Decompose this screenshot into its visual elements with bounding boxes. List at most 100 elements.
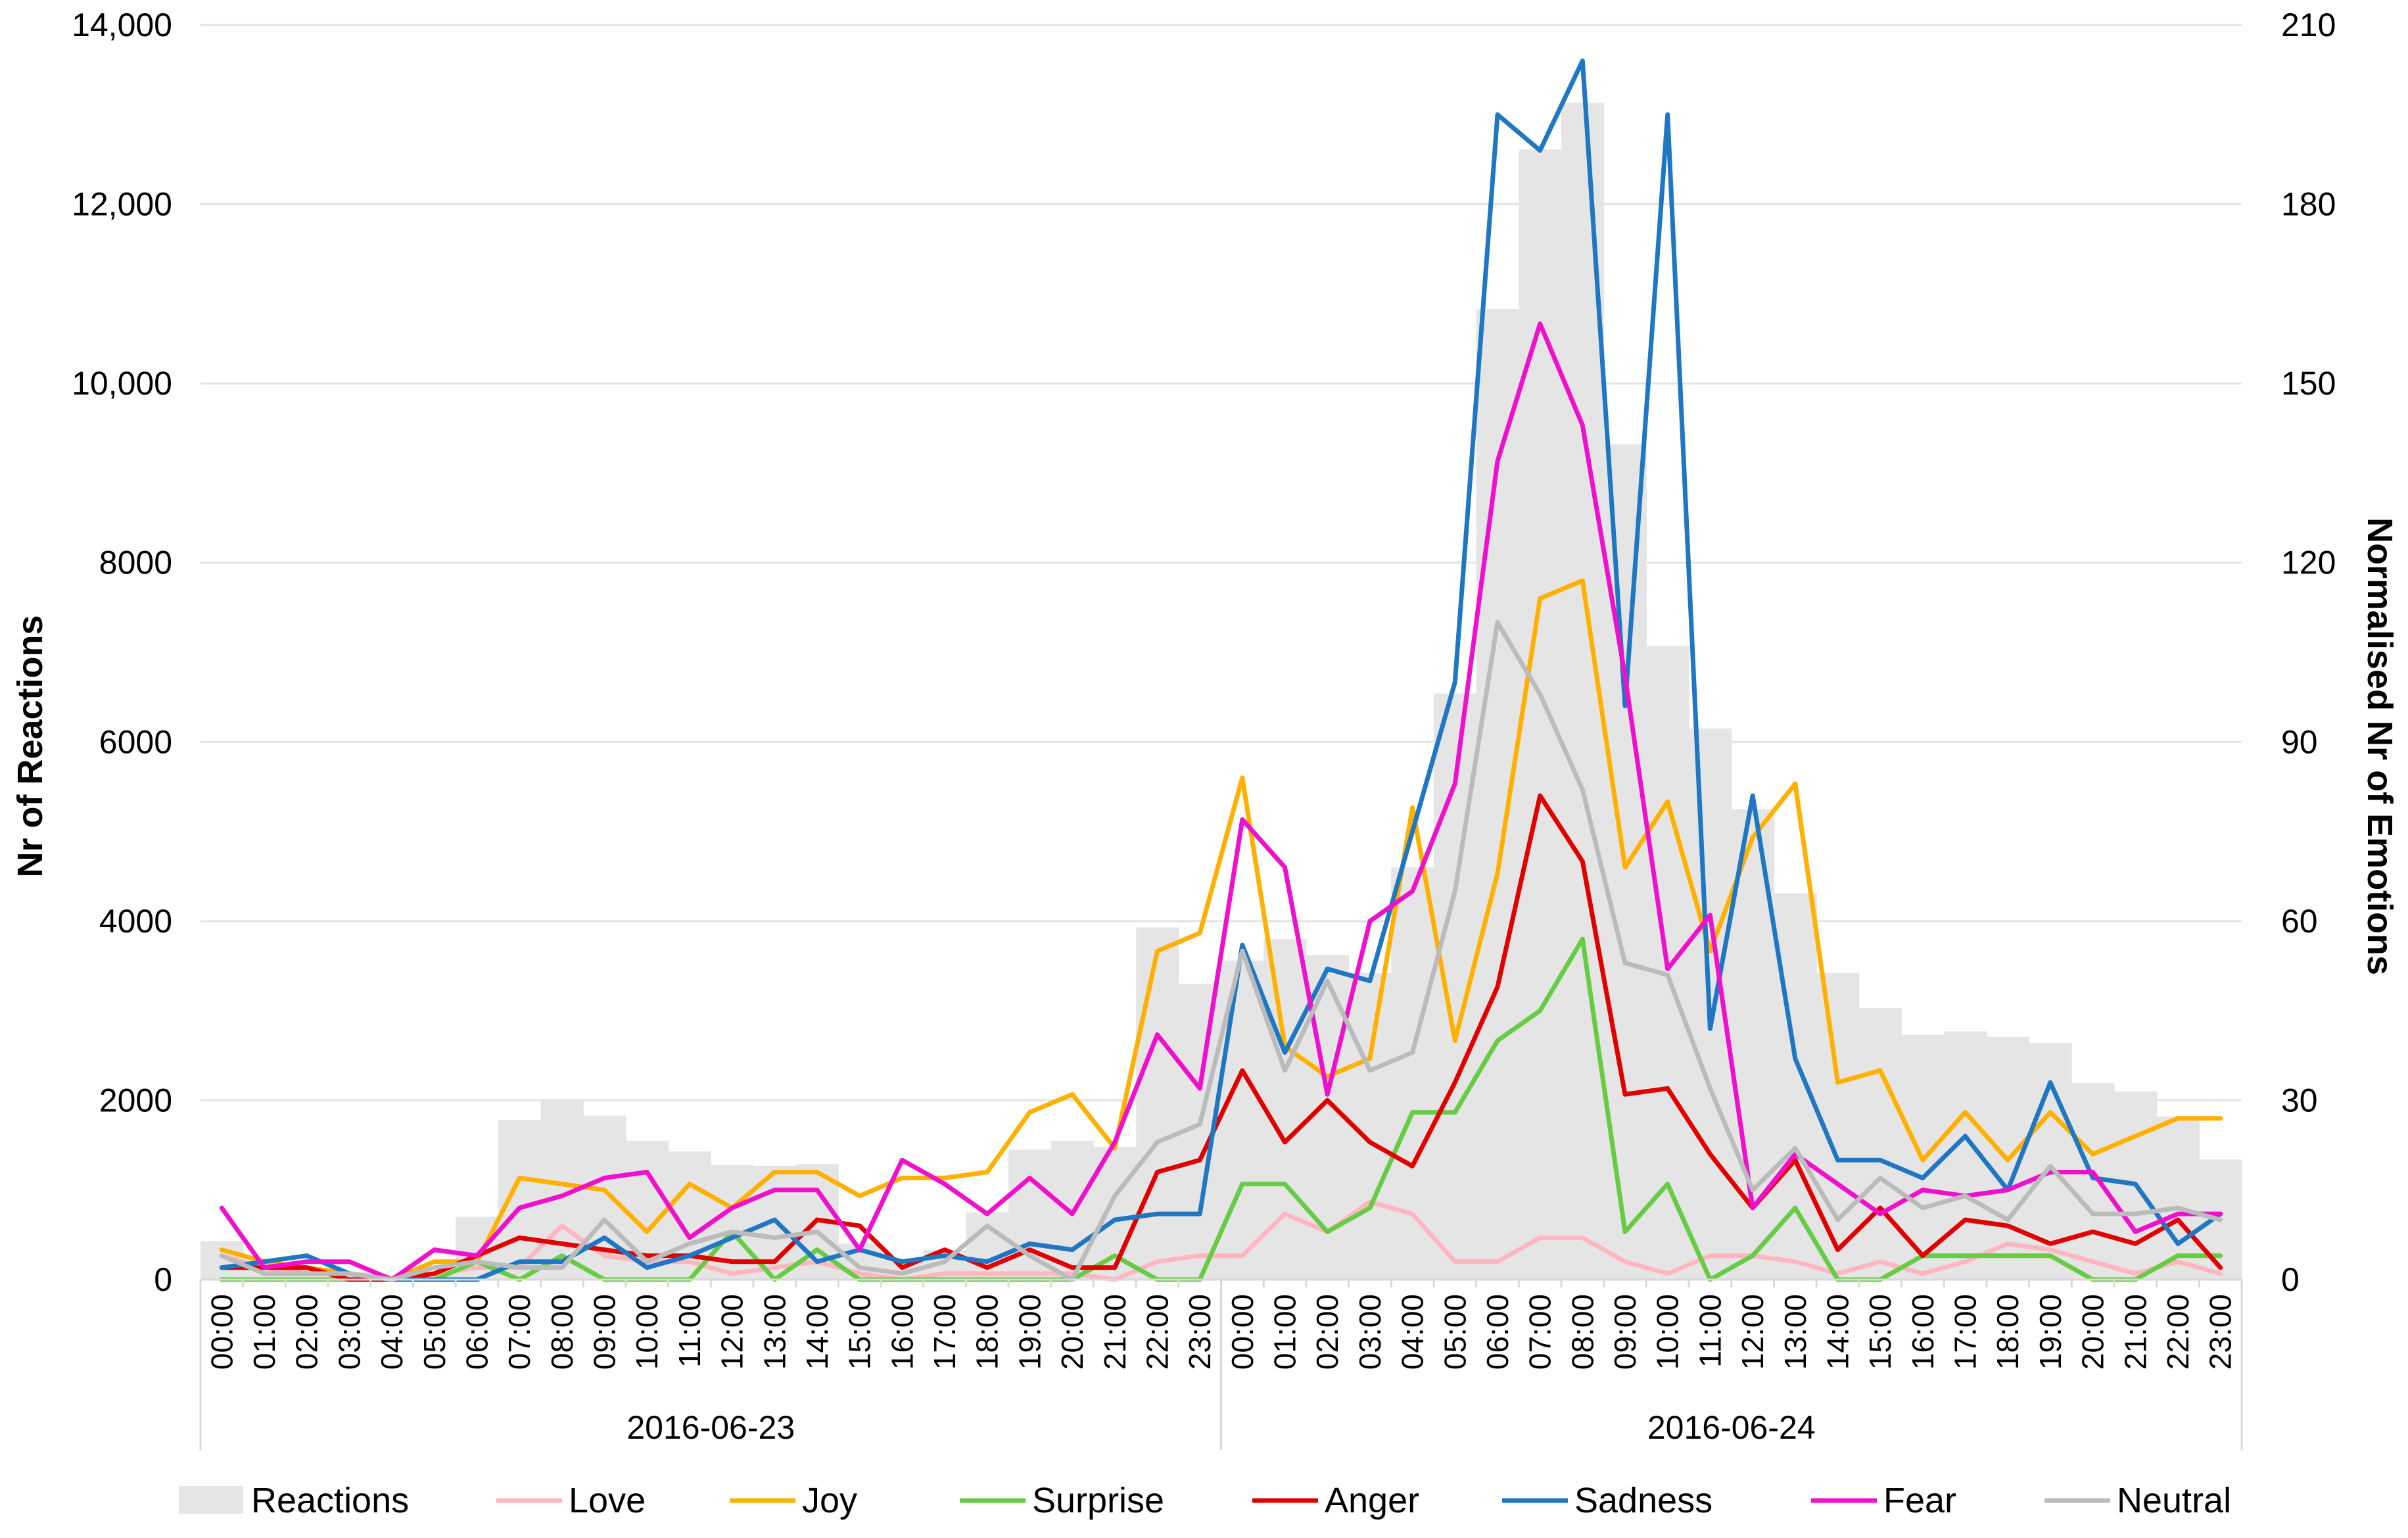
x-tick-label: 02:00 bbox=[1310, 1294, 1344, 1370]
x-tick-label: 04:00 bbox=[375, 1294, 409, 1370]
reaction-bar bbox=[328, 1272, 371, 1280]
y-left-tick-label: 4000 bbox=[99, 903, 172, 940]
y-right-tick-label: 90 bbox=[2281, 723, 2318, 760]
y-axis-left-label: Nr of Reactions bbox=[11, 615, 50, 877]
y-left-tick-label: 10,000 bbox=[72, 365, 172, 402]
legend-label-reactions: Reactions bbox=[251, 1481, 409, 1520]
x-tick-label: 00:00 bbox=[1225, 1294, 1260, 1370]
x-tick-label: 05:00 bbox=[1438, 1294, 1472, 1370]
x-tick-label: 15:00 bbox=[843, 1294, 877, 1370]
reaction-bar bbox=[1519, 149, 1562, 1280]
y-left-tick-label: 12,000 bbox=[72, 186, 172, 223]
y-right-tick-label: 30 bbox=[2281, 1082, 2318, 1118]
y-right-tick-label: 150 bbox=[2281, 365, 2336, 402]
x-tick-label: 23:00 bbox=[2204, 1294, 2238, 1370]
x-tick-label: 09:00 bbox=[588, 1294, 622, 1370]
reaction-bar bbox=[1858, 1008, 1902, 1280]
x-tick-label: 23:00 bbox=[1183, 1294, 1217, 1370]
x-tick-label: 20:00 bbox=[1055, 1294, 1089, 1370]
y-left-tick-label: 8000 bbox=[99, 544, 172, 581]
x-tick-label: 05:00 bbox=[417, 1294, 452, 1370]
y-right-tick-label: 120 bbox=[2281, 544, 2336, 581]
x-tick-label: 17:00 bbox=[1948, 1294, 1983, 1370]
x-tick-label: 16:00 bbox=[1906, 1294, 1940, 1370]
reaction-bar bbox=[2156, 1116, 2200, 1280]
legend-label-neutral: Neutral bbox=[2117, 1481, 2231, 1520]
x-tick-label: 18:00 bbox=[1991, 1294, 2025, 1370]
x-tick-label: 03:00 bbox=[332, 1294, 366, 1370]
x-tick-label: 11:00 bbox=[1693, 1294, 1727, 1368]
x-tick-label: 12:00 bbox=[715, 1294, 749, 1370]
legend-label-fear: Fear bbox=[1883, 1481, 1956, 1520]
y-left-tick-label: 6000 bbox=[99, 723, 172, 760]
x-tick-label: 18:00 bbox=[970, 1294, 1004, 1370]
y-left-tick-label: 2000 bbox=[99, 1082, 172, 1118]
series-line-joy bbox=[219, 578, 2223, 1282]
x-tick-label: 03:00 bbox=[1353, 1294, 1387, 1370]
x-tick-label: 14:00 bbox=[800, 1294, 834, 1370]
series-line-fear bbox=[219, 321, 2223, 1282]
x-tick-label: 21:00 bbox=[2118, 1294, 2152, 1370]
y-axis-right-ticks: 0 30 60 90 120 150 180 210 bbox=[2281, 7, 2336, 1298]
x-tick-label: 10:00 bbox=[1651, 1294, 1685, 1370]
x-tick-label: 02:00 bbox=[290, 1294, 324, 1370]
x-tick-label: 17:00 bbox=[928, 1294, 962, 1370]
legend: Reactions Love Joy Surprise Anger Sadness Fear… bbox=[179, 1481, 2231, 1520]
date-group-label: 2016-06-24 bbox=[1647, 1409, 1816, 1446]
x-tick-label: 22:00 bbox=[1140, 1294, 1174, 1370]
y-left-tick-label: 14,000 bbox=[72, 7, 172, 43]
gridlines bbox=[201, 24, 2242, 1101]
y-right-tick-label: 60 bbox=[2281, 903, 2318, 940]
y-axis-left-ticks: 0 2000 4000 6000 8000 10,000 12,000 14,000 bbox=[72, 7, 172, 1298]
legend-label-surprise: Surprise bbox=[1032, 1481, 1164, 1520]
x-tick-label: 11:00 bbox=[673, 1294, 707, 1368]
reaction-bar bbox=[413, 1274, 456, 1280]
y-right-tick-label: 210 bbox=[2281, 7, 2336, 43]
legend-label-joy: Joy bbox=[802, 1481, 857, 1520]
x-tick-label: 19:00 bbox=[2033, 1294, 2067, 1370]
x-tick-label: 07:00 bbox=[1523, 1294, 1557, 1370]
x-tick-label: 00:00 bbox=[204, 1294, 239, 1370]
x-tick-label: 20:00 bbox=[2076, 1294, 2110, 1370]
x-tick-label: 04:00 bbox=[1396, 1294, 1430, 1370]
y-right-tick-label: 180 bbox=[2281, 186, 2336, 223]
reaction-bar bbox=[1008, 1149, 1052, 1280]
series-line-neutral bbox=[219, 620, 2223, 1282]
emotion-lines bbox=[219, 59, 2223, 1282]
series-line-sadness bbox=[219, 59, 2223, 1282]
y-right-tick-label: 0 bbox=[2281, 1261, 2300, 1298]
x-tick-label: 01:00 bbox=[1268, 1294, 1302, 1370]
legend-label-love: Love bbox=[569, 1481, 646, 1520]
reaction-bar bbox=[1136, 927, 1179, 1280]
y-left-tick-label: 0 bbox=[154, 1261, 172, 1298]
x-tick-label: 08:00 bbox=[545, 1294, 579, 1370]
x-tick-label: 01:00 bbox=[247, 1294, 281, 1370]
x-tick-label: 13:00 bbox=[1778, 1294, 1812, 1370]
x-axis-ticks: 00:00 01:00 02:00 03:00 04:00 05:00 06:00 07:00… bbox=[199, 1280, 2243, 1370]
x-tick-label: 07:00 bbox=[502, 1294, 536, 1370]
x-tick-label: 16:00 bbox=[885, 1294, 919, 1370]
x-tick-label: 14:00 bbox=[1820, 1294, 1854, 1370]
x-tick-label: 13:00 bbox=[757, 1294, 791, 1370]
x-tick-label: 19:00 bbox=[1012, 1294, 1047, 1370]
legend-label-anger: Anger bbox=[1325, 1481, 1419, 1520]
series-line-anger bbox=[219, 793, 2223, 1282]
legend-swatch-reactions bbox=[179, 1486, 243, 1514]
reaction-bar bbox=[1391, 867, 1434, 1280]
x-tick-label: 06:00 bbox=[460, 1294, 494, 1370]
x-tick-label: 10:00 bbox=[630, 1294, 664, 1370]
reaction-bars bbox=[201, 103, 2242, 1280]
x-tick-label: 21:00 bbox=[1098, 1294, 1132, 1370]
x-tick-label: 09:00 bbox=[1608, 1294, 1642, 1370]
x-tick-label: 15:00 bbox=[1863, 1294, 1897, 1370]
x-tick-label: 06:00 bbox=[1480, 1294, 1515, 1370]
x-tick-label: 08:00 bbox=[1565, 1294, 1599, 1370]
x-tick-label: 12:00 bbox=[1735, 1294, 1770, 1370]
reaction-bar bbox=[1263, 939, 1307, 1280]
legend-label-sadness: Sadness bbox=[1574, 1481, 1712, 1520]
y-axis-right-label: Normalised Nr of Emotions bbox=[2360, 517, 2399, 975]
date-group-label: 2016-06-23 bbox=[626, 1409, 795, 1446]
x-axis-date-groups: 2016-06-23 2016-06-24 bbox=[199, 1280, 2243, 1450]
